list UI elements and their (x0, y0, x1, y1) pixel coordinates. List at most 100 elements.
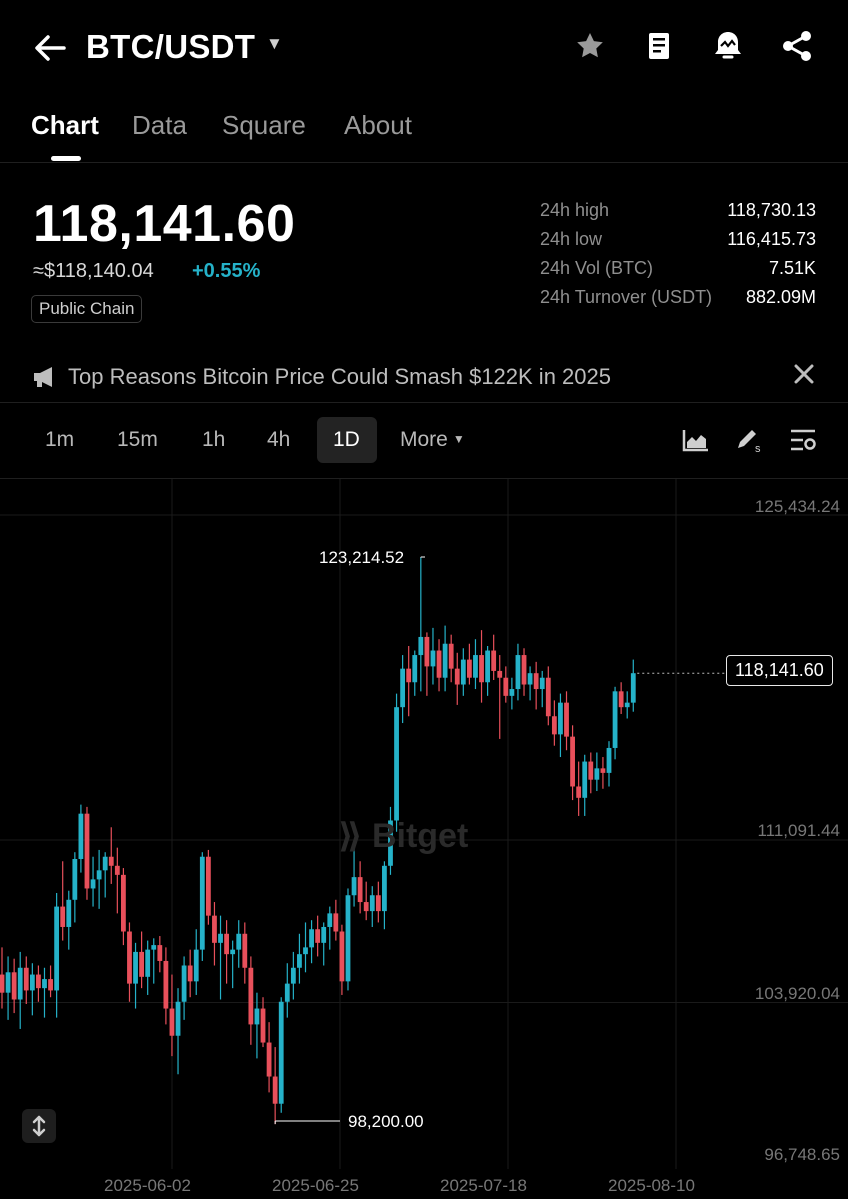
candle-body (199, 856, 205, 950)
interval-1m[interactable]: 1m (45, 428, 75, 451)
candle-body (345, 895, 351, 982)
star-icon[interactable] (570, 26, 610, 66)
indicator-settings-icon[interactable] (789, 428, 817, 457)
candle-body (497, 670, 503, 678)
y-tick: 96,748.65 (764, 1145, 840, 1164)
candle-body (48, 979, 53, 991)
candle-body (187, 965, 193, 982)
stat-value-turnover: 882.09M (745, 287, 816, 307)
candle-body (36, 974, 41, 989)
candle-body (442, 643, 448, 678)
tab-about[interactable]: About (344, 110, 412, 140)
candle-body (181, 965, 187, 1002)
candle-body (388, 820, 393, 866)
candle-body (236, 933, 242, 950)
candle-body (309, 929, 314, 948)
candle-body (618, 691, 624, 708)
news-headline[interactable]: Top Reasons Bitcoin Price Could Smash $1… (68, 364, 611, 389)
candle-body (479, 655, 484, 683)
candle-body (248, 967, 254, 1025)
tab-square[interactable]: Square (222, 110, 306, 140)
candle-body (630, 673, 636, 703)
candle-body (448, 643, 454, 669)
candle-body (23, 967, 29, 991)
pair-title[interactable]: BTC/USDT (86, 28, 256, 65)
candle-body (375, 895, 381, 912)
max-price-label: 123,214.52 (319, 548, 405, 567)
candle-body (460, 659, 466, 685)
chart-type-icon[interactable] (682, 428, 710, 457)
tab-chart[interactable]: Chart (31, 110, 99, 140)
candle-body (454, 668, 460, 685)
candle-body (327, 913, 333, 927)
candle-body (406, 668, 412, 683)
candle-body (491, 650, 497, 671)
x-tick: 2025-08-10 (608, 1176, 695, 1195)
candle-body (42, 979, 47, 989)
candle-body (333, 913, 339, 932)
candle-body (175, 1001, 181, 1036)
candle-body (473, 655, 478, 678)
candle-body (242, 933, 248, 968)
watermark-logo: ⟫ Bitget (338, 816, 468, 856)
interval-divider (0, 478, 848, 479)
interval-1d[interactable]: 1D (333, 428, 360, 451)
candle-body (303, 947, 308, 955)
alert-icon[interactable] (708, 26, 748, 66)
x-tick: 2025-06-02 (104, 1176, 191, 1195)
candle-body (230, 949, 236, 955)
interval-15m[interactable]: 15m (117, 428, 158, 451)
candle-body (163, 960, 169, 1009)
candle-body (576, 786, 582, 798)
candle-body (11, 972, 17, 1000)
close-icon[interactable] (792, 362, 816, 391)
y-tick: 111,091.44 (757, 821, 840, 840)
candle-body (66, 899, 72, 927)
candle-body (527, 673, 533, 685)
candlestick-chart[interactable] (0, 479, 848, 1199)
candle-body (284, 983, 290, 1002)
candle-body (108, 856, 114, 866)
candle-body (564, 702, 569, 737)
candle-body (90, 879, 96, 889)
expand-toggle-button[interactable] (22, 1109, 56, 1143)
more-intervals-button[interactable]: More ▼ (400, 428, 465, 452)
candle-body (193, 949, 199, 982)
candle-body (145, 949, 151, 977)
back-arrow-icon[interactable] (30, 28, 70, 68)
chart-annotations (274, 556, 726, 1125)
candle-series (0, 557, 636, 1125)
x-tick: 2025-07-18 (440, 1176, 527, 1195)
candle-body (600, 768, 606, 773)
candle-body (127, 931, 132, 984)
drawing-tool-icon[interactable]: s (735, 426, 765, 459)
candle-body (254, 1008, 260, 1025)
svg-text:s: s (755, 443, 761, 454)
news-divider (0, 402, 848, 403)
candle-body (5, 972, 11, 993)
interval-1h[interactable]: 1h (202, 428, 226, 451)
watermark-text: Bitget (371, 817, 469, 855)
price-change: +0.55% (192, 260, 261, 282)
candle-body (290, 967, 296, 984)
dropdown-caret-icon[interactable]: ▼ (266, 34, 283, 53)
candle-body (29, 974, 35, 991)
candle-body (412, 655, 418, 683)
candle-body (272, 1076, 278, 1104)
candle-body (485, 650, 490, 683)
candle-body (84, 813, 90, 889)
tab-data[interactable]: Data (132, 110, 187, 140)
notes-icon[interactable] (639, 26, 679, 66)
category-tag[interactable]: Public Chain (31, 295, 143, 323)
candle-body (551, 716, 557, 735)
candle-body (539, 677, 545, 690)
candle-body (212, 915, 217, 943)
share-icon[interactable] (777, 26, 817, 66)
candle-body (515, 655, 521, 690)
active-interval-bg (317, 417, 377, 463)
interval-4h[interactable]: 4h (267, 428, 291, 451)
candle-body (570, 736, 575, 787)
candle-body (297, 954, 302, 968)
caret-down-icon: ▼ (452, 432, 465, 446)
stat-label-high: 24h high (540, 200, 610, 220)
